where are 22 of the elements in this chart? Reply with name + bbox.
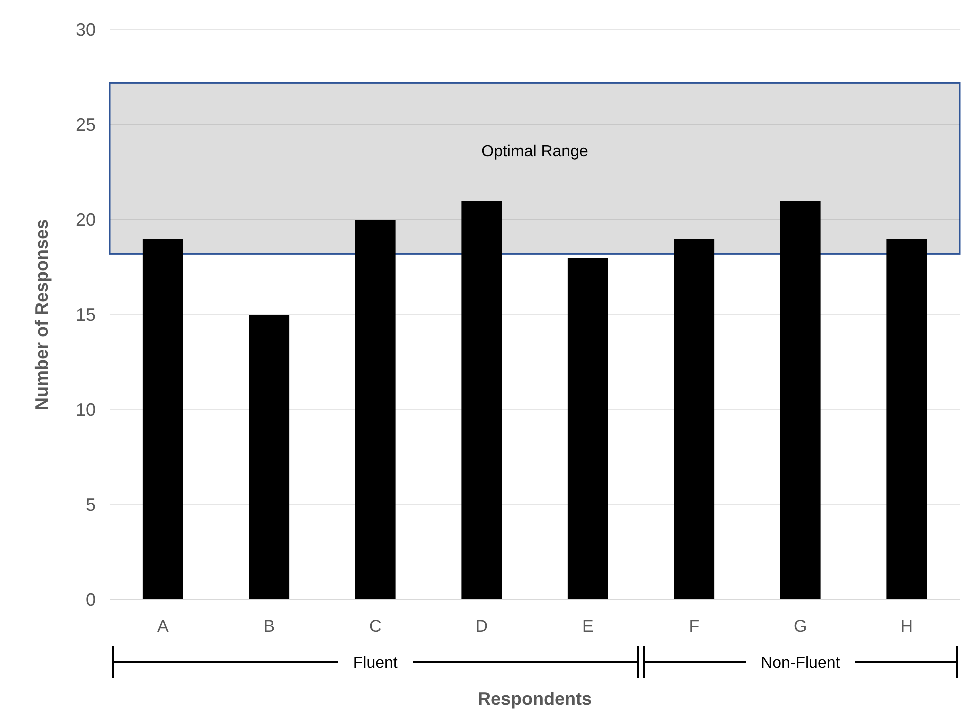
y-tick-label: 0 (86, 590, 96, 610)
x-tick-label: G (794, 617, 808, 636)
x-tick-label: D (476, 617, 488, 636)
y-axis-title: Number of Responses (32, 219, 52, 411)
bar (249, 315, 290, 600)
y-tick-label: 30 (76, 20, 96, 40)
y-tick-label: 20 (76, 210, 96, 230)
band-label: Optimal Range (482, 144, 588, 161)
y-tick-label: 25 (76, 114, 96, 135)
x-axis-title: Respondents (478, 689, 592, 709)
x-tick-label: B (264, 617, 276, 636)
x-tick-label: C (369, 617, 382, 636)
x-tick-label: F (689, 617, 700, 636)
x-tick-label: H (900, 617, 914, 636)
text: Fluent (353, 655, 398, 672)
bar (568, 258, 608, 600)
y-tick-label: 15 (76, 304, 96, 325)
text: Non-Fluent (761, 655, 841, 672)
x-tick-label: E (582, 617, 594, 636)
x-tick-label: A (157, 617, 170, 636)
y-tick-label: 5 (86, 494, 96, 515)
y-tick-label: 10 (76, 400, 96, 420)
